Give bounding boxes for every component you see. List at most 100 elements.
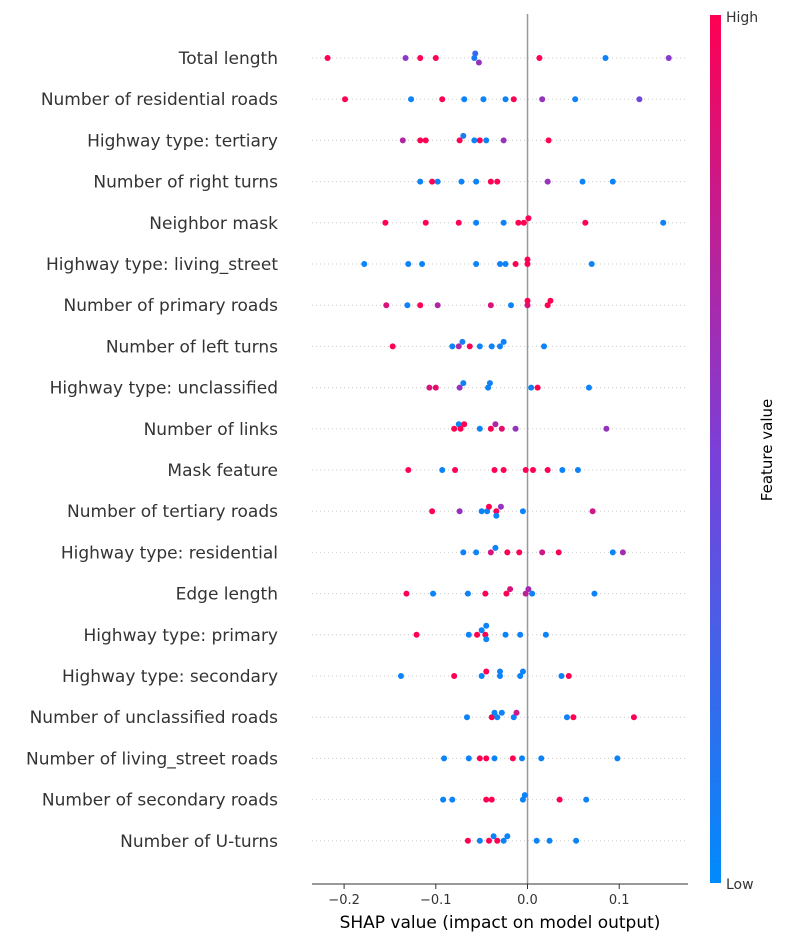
x-tick-label: −0.2 bbox=[328, 893, 360, 908]
x-axis-title: SHAP value (impact on model output) bbox=[340, 913, 661, 933]
shap-point bbox=[473, 219, 480, 226]
shap-point bbox=[497, 668, 503, 675]
shap-point bbox=[482, 631, 489, 638]
shap-point bbox=[539, 549, 546, 556]
shap-point bbox=[471, 55, 478, 61]
shap-point bbox=[456, 508, 463, 515]
shap-point bbox=[476, 425, 483, 432]
shap-point bbox=[498, 709, 505, 716]
shap-point bbox=[404, 302, 411, 309]
shap-point bbox=[525, 586, 532, 593]
shap-point bbox=[556, 796, 563, 803]
shap-point bbox=[500, 137, 507, 144]
shap-point bbox=[456, 384, 463, 391]
shap-point bbox=[483, 755, 490, 762]
shap-point bbox=[413, 631, 420, 638]
shap-point bbox=[485, 503, 492, 510]
shap-point bbox=[449, 796, 456, 803]
shap-point bbox=[538, 755, 545, 762]
shap-point bbox=[524, 302, 531, 309]
shap-point bbox=[472, 50, 479, 57]
shap-point bbox=[591, 590, 598, 597]
shap-point bbox=[482, 590, 489, 597]
shap-point bbox=[397, 673, 404, 679]
shap-point bbox=[426, 384, 433, 391]
shap-point bbox=[565, 673, 572, 679]
shap-point bbox=[542, 631, 549, 638]
shap-point bbox=[497, 261, 503, 267]
shap-point bbox=[434, 302, 441, 309]
feature-label: Highway type: residential bbox=[61, 543, 278, 563]
shap-point bbox=[570, 714, 577, 721]
shap-point bbox=[547, 297, 554, 304]
shap-point bbox=[473, 261, 480, 267]
shap-point bbox=[465, 631, 472, 638]
feature-label: Highway type: living_street bbox=[46, 255, 278, 275]
shap-point bbox=[502, 96, 509, 103]
shap-point bbox=[494, 714, 501, 721]
shap-point bbox=[434, 178, 441, 185]
x-tick-label: 0.1 bbox=[609, 893, 630, 908]
shap-point bbox=[478, 627, 485, 634]
shap-point bbox=[422, 219, 429, 226]
shap-point bbox=[324, 55, 331, 61]
shap-point bbox=[519, 755, 526, 762]
shap-point bbox=[441, 755, 448, 762]
shap-point bbox=[507, 586, 514, 593]
shap-point bbox=[440, 796, 447, 803]
shap-point bbox=[429, 178, 436, 185]
feature-label: Highway type: primary bbox=[84, 626, 279, 646]
shap-point bbox=[541, 343, 548, 350]
shap-point bbox=[573, 837, 580, 844]
shap-point bbox=[461, 96, 468, 103]
shap-point bbox=[660, 219, 667, 226]
shap-point bbox=[534, 384, 541, 391]
shap-point bbox=[491, 467, 498, 473]
shap-point bbox=[536, 55, 543, 61]
colorbar: High Low Feature value bbox=[710, 10, 776, 893]
shap-point bbox=[455, 421, 462, 428]
shap-point bbox=[515, 219, 522, 226]
shap-point bbox=[509, 755, 516, 762]
shap-point bbox=[558, 673, 565, 679]
shap-point bbox=[483, 622, 490, 629]
feature-label: Total length bbox=[178, 49, 278, 69]
shap-point bbox=[503, 590, 510, 597]
feature-label: Number of right turns bbox=[93, 173, 278, 193]
shap-point bbox=[455, 219, 462, 226]
shap-point bbox=[458, 178, 465, 185]
shap-point bbox=[483, 137, 490, 144]
shap-point bbox=[417, 302, 424, 309]
shap-point bbox=[533, 837, 540, 844]
shap-point bbox=[463, 714, 470, 721]
feature-label: Number of U-turns bbox=[120, 832, 278, 852]
shap-point bbox=[494, 837, 501, 844]
shap-point bbox=[480, 96, 487, 103]
shap-point bbox=[476, 137, 483, 144]
shap-point bbox=[530, 467, 537, 473]
shap-point bbox=[432, 55, 439, 61]
shap-point bbox=[572, 96, 579, 103]
shap-point bbox=[544, 178, 551, 185]
shap-point bbox=[405, 467, 412, 473]
feature-rows: Total length Number of residential roads H… bbox=[26, 49, 688, 852]
shap-point bbox=[402, 55, 409, 61]
feature-label: Neighbor mask bbox=[149, 214, 278, 234]
shap-point bbox=[417, 178, 424, 185]
feature-label: Edge length bbox=[176, 585, 278, 605]
shap-point bbox=[473, 178, 480, 185]
shap-point bbox=[430, 590, 437, 597]
shap-point bbox=[500, 467, 507, 473]
shap-point bbox=[583, 796, 590, 803]
shap-point bbox=[512, 261, 519, 267]
shap-point bbox=[451, 673, 458, 679]
shap-point bbox=[484, 508, 491, 515]
shap-point bbox=[588, 261, 595, 267]
shap-point bbox=[498, 425, 505, 432]
shap-point bbox=[589, 508, 596, 515]
shap-point bbox=[486, 380, 493, 387]
shap-point bbox=[476, 343, 483, 350]
shap-point bbox=[555, 549, 562, 556]
shap-point bbox=[382, 219, 389, 226]
